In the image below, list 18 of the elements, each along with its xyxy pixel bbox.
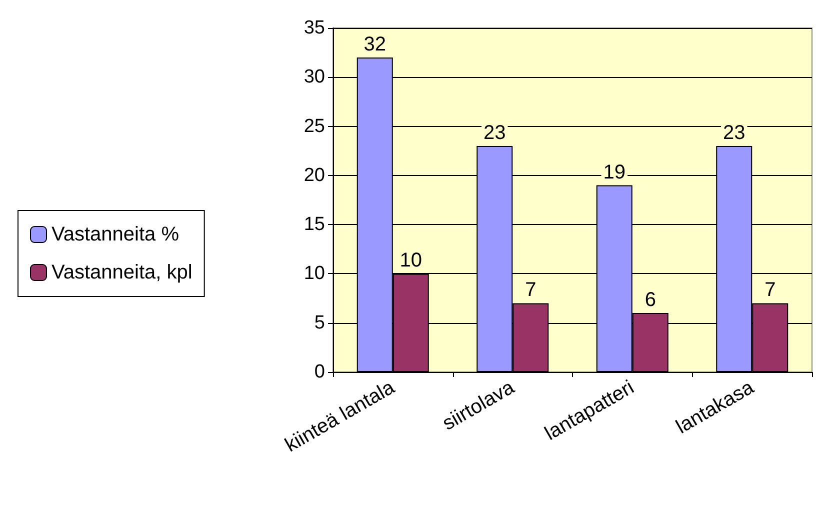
data-label: 10 [400, 250, 422, 272]
data-label: 19 [603, 161, 626, 184]
data-label: 7 [525, 279, 536, 302]
data-label: 6 [644, 289, 656, 312]
y-tick-label: 5 [314, 312, 325, 334]
data-label: 32 [364, 33, 386, 56]
y-tick-label: 25 [304, 116, 325, 137]
legend-label: Vastanneita, kpl [52, 262, 192, 284]
y-tick-label: 35 [304, 18, 325, 38]
data-label: 23 [723, 122, 746, 144]
y-tick-label: 0 [314, 362, 325, 382]
legend-label: Vastanneita % [52, 224, 180, 246]
y-tick-label: 15 [304, 214, 325, 236]
y-tick-label: 30 [304, 66, 325, 88]
y-tick-label: 10 [304, 263, 325, 284]
y-tick-label: 20 [304, 164, 325, 186]
data-label: 23 [484, 122, 506, 144]
data-label: 7 [764, 279, 776, 302]
